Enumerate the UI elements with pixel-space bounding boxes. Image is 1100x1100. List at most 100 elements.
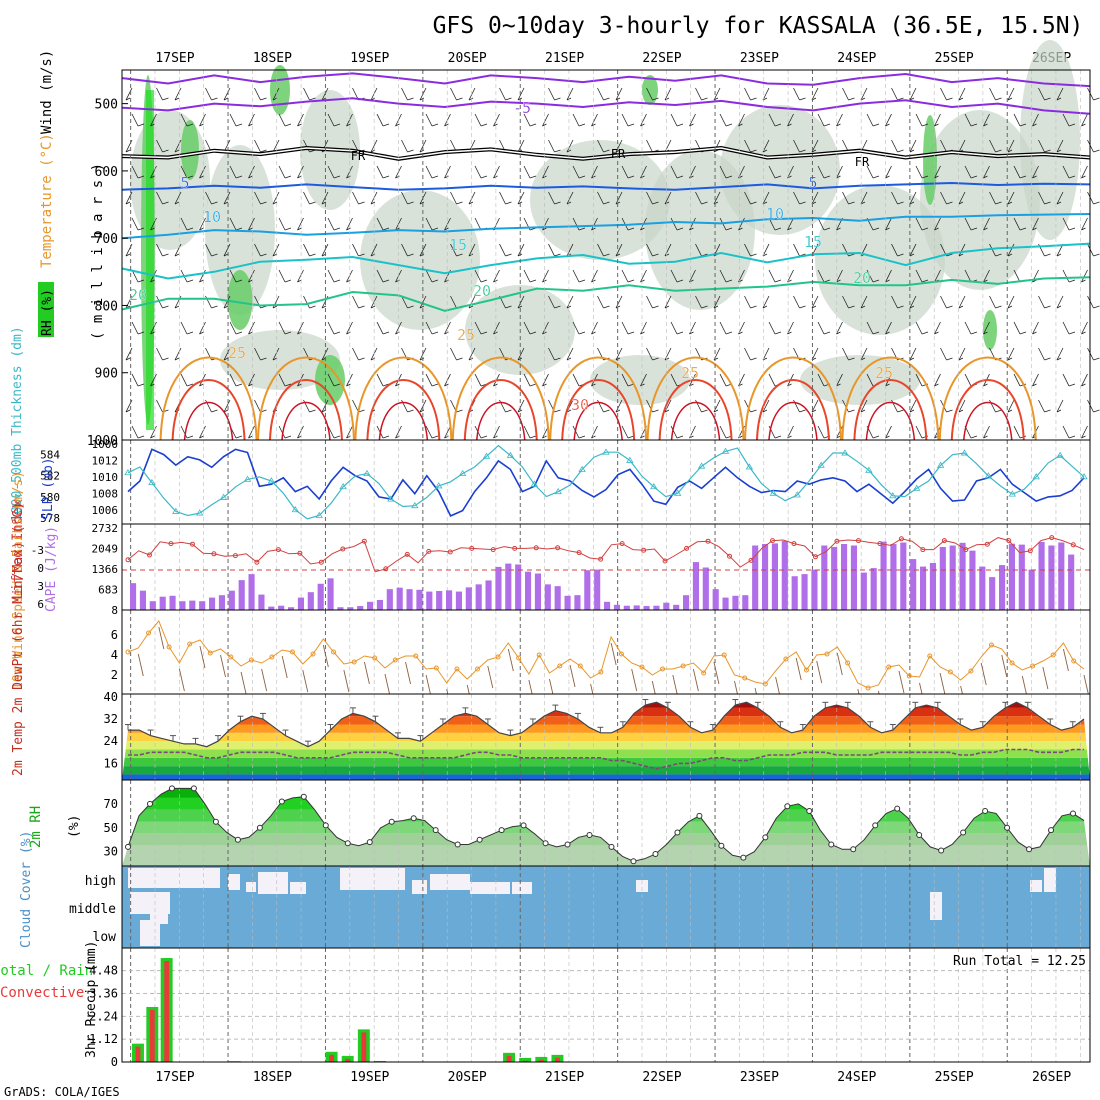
- wind-barb: [456, 357, 463, 361]
- wind-barb: [676, 227, 684, 231]
- cape-bar: [999, 565, 1006, 610]
- isotherm-25: [159, 356, 258, 441]
- wind-barb: [1081, 425, 1088, 439]
- wind-barb: [934, 383, 939, 387]
- wind-barb: [235, 123, 243, 127]
- wind-barb: [860, 295, 868, 309]
- wind-barb: [738, 331, 743, 335]
- slp-point: [363, 469, 371, 476]
- wind-barb: [860, 357, 866, 361]
- wind-speed-point: [783, 656, 789, 662]
- wind-barb: [615, 305, 621, 309]
- wind-barb: [934, 331, 939, 335]
- wind-barb: [799, 201, 806, 205]
- wind-barb: [272, 347, 280, 361]
- wind-barb: [578, 227, 586, 231]
- wind-barb: [431, 331, 439, 335]
- wind-barb: [444, 279, 449, 283]
- cape-bar: [406, 589, 413, 610]
- li-point: [469, 545, 475, 551]
- cape-bar: [297, 597, 304, 610]
- wind-barb: [676, 123, 684, 127]
- wind-barb: [897, 97, 904, 101]
- wind-barb: [640, 227, 645, 231]
- wind-barb: [768, 373, 776, 387]
- wind-barb: [774, 123, 782, 127]
- wind-barb: [597, 191, 604, 205]
- wind-speed-point: [577, 663, 583, 669]
- wind-barb: [1032, 123, 1037, 127]
- wind-barb: [934, 373, 941, 387]
- wind-barb: [1056, 399, 1064, 413]
- wind-barb: [150, 373, 157, 387]
- wind-barb: [578, 175, 586, 179]
- cape-bar: [910, 559, 917, 610]
- wind-barb: [529, 279, 537, 283]
- wind-barb: [468, 347, 476, 361]
- wind-barb: [664, 139, 672, 153]
- wind-barb: [382, 227, 390, 231]
- wind-barb: [627, 331, 635, 335]
- wind-barb: [548, 139, 555, 153]
- top-date-label: 22SEP: [642, 51, 681, 66]
- pressure-tick-label: 700: [95, 232, 118, 247]
- cape-tick-label: 2732: [92, 522, 119, 535]
- wind-barb: [811, 409, 817, 413]
- chart-title: GFS 0~10day 3-hourly for KASSALA (36.5E,…: [433, 13, 1084, 39]
- wind-speed-point: [1050, 652, 1056, 658]
- rh-point: [212, 818, 219, 825]
- wind-barb: [566, 191, 574, 205]
- wind-barb: [836, 435, 841, 439]
- wind-barb: [885, 425, 892, 439]
- wind-barb: [174, 253, 180, 257]
- rh-shade-high: [642, 75, 658, 105]
- wind-barb: [1093, 357, 1100, 361]
- wind-barb: [199, 165, 206, 179]
- wind-barb: [750, 253, 757, 257]
- wind-speed-point: [269, 654, 275, 660]
- cape-bar: [1068, 554, 1075, 610]
- wind-barb: [211, 97, 218, 101]
- freezing-label: FR: [855, 155, 870, 169]
- wind-barb: [382, 331, 390, 335]
- wind-barb: [174, 305, 180, 309]
- li-cape-panel: 8 683 1366 2049 2732 6 3 0 -3 Lifted Index CAPE (J…: [10, 499, 1091, 617]
- wind-barb: [848, 305, 855, 309]
- wind-barb: [860, 399, 868, 413]
- wind-barb: [1056, 357, 1062, 361]
- wind-barb: [787, 331, 792, 335]
- rh-shade: [360, 190, 480, 330]
- wind-barb: [150, 227, 155, 231]
- wind-barb: [352, 243, 359, 257]
- wind-barb: [346, 123, 351, 127]
- isotherm-label: 10: [203, 208, 221, 226]
- li-point: [791, 541, 797, 547]
- wind-barb: [272, 201, 278, 205]
- top-date-label: 25SEP: [935, 51, 974, 66]
- rh-point: [344, 840, 351, 847]
- wind-barb: [405, 661, 411, 685]
- rh-point: [388, 818, 395, 825]
- wind-barb: [670, 373, 678, 387]
- wind-barb: [578, 123, 586, 127]
- isotherm-label: 10: [766, 205, 784, 223]
- rh-point: [828, 841, 835, 848]
- li-tick-label: 6: [37, 598, 44, 611]
- wind-barb: [480, 435, 488, 439]
- wind-barb: [898, 670, 905, 694]
- wind-barb: [480, 331, 488, 335]
- wind-barb: [499, 191, 506, 205]
- wind-barb: [591, 217, 598, 231]
- wind-barb: [921, 279, 929, 283]
- wind-barb: [125, 87, 133, 101]
- wind-barb: [297, 123, 302, 127]
- wind-barb: [940, 347, 947, 361]
- wind-barb: [921, 227, 929, 231]
- wind-barb: [695, 295, 702, 309]
- wind-barb: [205, 191, 212, 205]
- wind-barb: [958, 295, 966, 309]
- cape-bar: [485, 580, 492, 610]
- wind-barb: [891, 191, 898, 205]
- wind-barb: [787, 425, 794, 439]
- wind-barb: [1007, 253, 1013, 257]
